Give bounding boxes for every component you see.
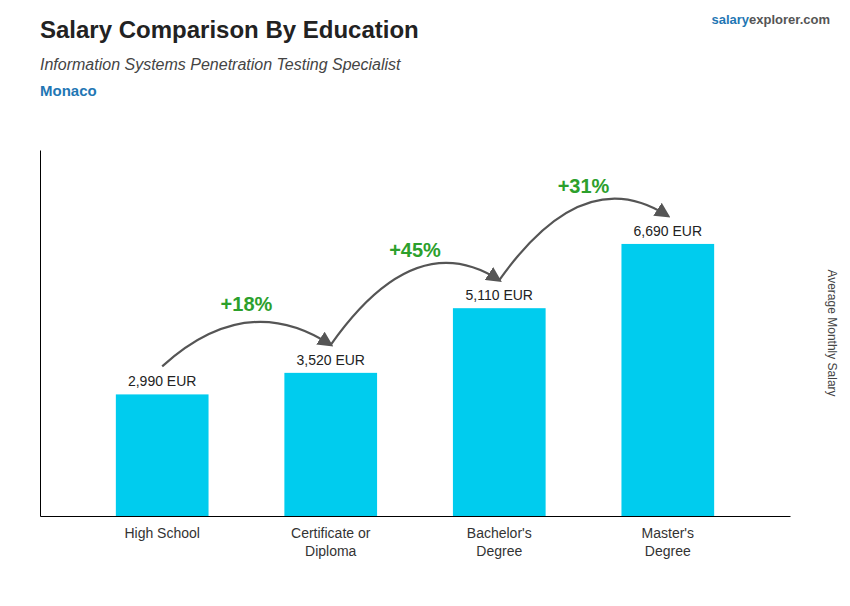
x-tick-label-line: Certificate or [291,525,371,541]
subtitle: Monaco [40,82,97,99]
x-tick-label-line: Degree [476,543,522,559]
x-tick: High School [124,525,200,541]
x-tick-label: Master's Degree [642,525,694,559]
x-tick: Certificate or Diploma [291,525,371,559]
data-label: 2,990 EUR [128,373,196,389]
source-part: .com [800,12,830,27]
x-tick-label-line: Degree [645,543,691,559]
y-axis-label: Average Monthly Salary [825,269,839,396]
bar [453,308,546,516]
arrow [499,199,668,281]
data-label: 6,690 EUR [634,223,702,239]
x-tick: Bachelor's Degree [467,525,532,559]
bar [284,373,377,516]
data-labels: 2,990 EUR 3,520 EUR 5,110 EUR 6,690 EUR [128,223,702,389]
plot: High School Certificate or Diploma Bachelor… [41,151,791,560]
bars [116,244,714,516]
chart: Salary Comparison By Education Informatio… [0,0,850,606]
source: salaryexplorer.com [711,12,830,27]
annotation: +45% [389,239,441,261]
data-label: 5,110 EUR [466,287,533,303]
bar [621,244,714,516]
x-axis: High School Certificate or Diploma Bachelor… [41,517,791,560]
source-part: explorer [749,12,800,27]
annotations: +18% +45% +31% [162,175,668,367]
arrow [331,263,500,345]
source-part: salary [711,12,749,27]
x-tick-label-line: High School [124,525,200,541]
arrow [162,322,331,367]
subtitle: Information Systems Penetration Testing … [40,56,401,73]
x-tick-label-line: Master's [642,525,694,541]
y-axis [40,151,41,517]
x-tick-label: High School [124,525,200,541]
title: Salary Comparison By Education [40,16,419,43]
x-tick-label: Bachelor's Degree [467,525,532,559]
x-tick-label-line: Diploma [305,543,357,559]
x-axis-line [41,516,791,517]
data-label: 3,520 EUR [296,352,364,368]
y-axis-line [40,151,41,517]
annotation: +18% [221,293,273,315]
bar [116,394,209,516]
x-tick: Master's Degree [642,525,694,559]
x-tick-label: Certificate or Diploma [291,525,371,559]
annotation: +31% [558,175,610,197]
x-tick-label-line: Bachelor's [467,525,532,541]
